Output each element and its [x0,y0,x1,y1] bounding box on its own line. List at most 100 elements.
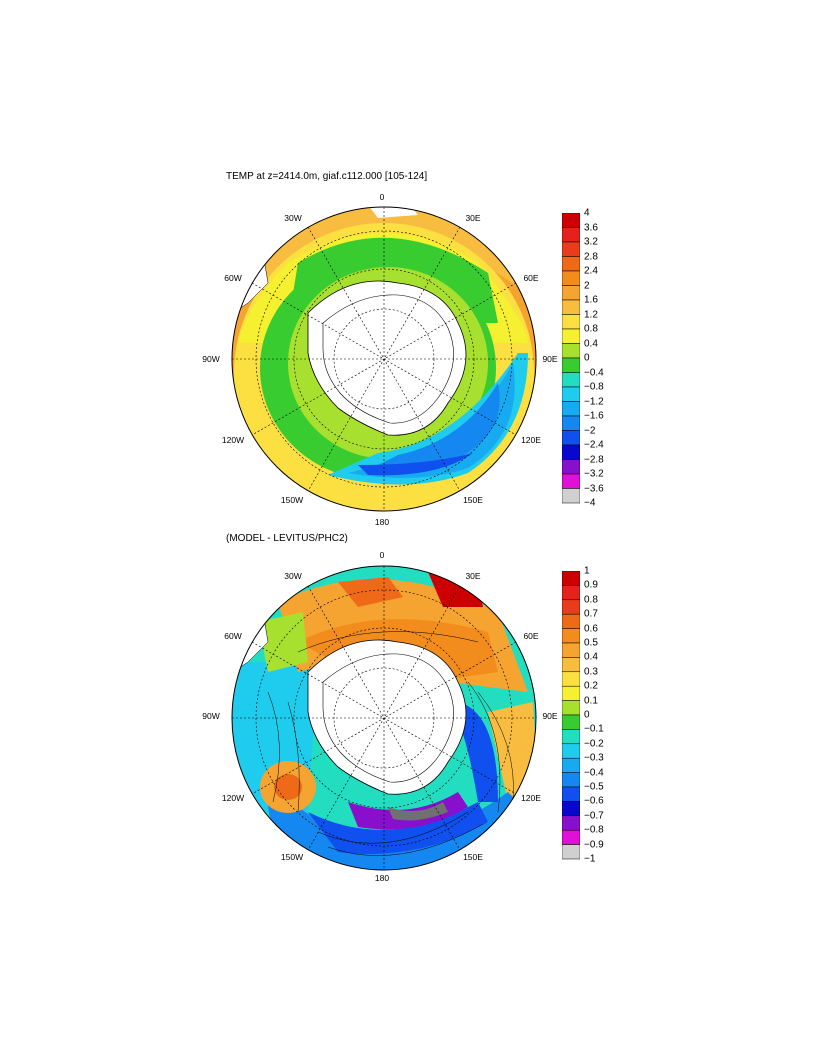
colorbar-swatch [562,343,580,359]
colorbar-tick-label: 1.6 [584,294,598,306]
colorbar-swatch [562,285,580,301]
panel-title: TEMP at z=2414.0m, giaf.c112.000 [105-12… [226,171,428,182]
colorbar-tick-label: 0.6 [584,623,598,635]
colorbar-tick-label: 0.3 [584,666,598,678]
colorbar-tick-label: 2 [584,280,590,291]
lon-label-150e: 150E [463,495,483,505]
colorbar-tick-label: 2.8 [584,251,598,262]
colorbar-tick-label: 4 [584,207,590,219]
colorbar-swatch [562,599,580,615]
colorbar-swatch [562,628,580,644]
colorbar-swatch [562,256,580,272]
lon-label-120e: 120E [521,793,541,803]
colorbar-swatch [562,743,580,759]
colorbar-swatch [562,386,580,402]
colorbar-swatch [562,829,580,845]
colorbar-swatch [562,685,580,701]
colorbar-swatch [562,213,580,228]
colorbar-swatch [562,401,580,417]
colorbar-swatch [562,786,580,802]
colorbar-tick-label: 0.9 [584,579,598,591]
colorbar-swatch [562,844,580,860]
lon-label-90e: 90E [542,354,558,364]
lon-label-180: 180 [374,517,390,527]
colorbar-tick-label: 1.2 [584,309,598,320]
colorbar-tick-label: 0.7 [584,608,598,620]
lon-label-30e: 30E [465,571,481,581]
lon-label-90e: 90E [542,711,558,721]
colorbar-tick-label: 0.8 [584,594,598,606]
colorbar-tick-label: −3.2 [584,468,604,480]
lon-label-0: 0 [379,192,385,202]
colorbar-swatch [562,372,580,388]
colorbar-tick-label: −0.1 [584,723,604,735]
lon-label-120w: 120W [221,435,245,445]
colorbar-swatch [562,444,580,460]
colorbar-tick-label: −0.4 [584,767,604,779]
colorbar-swatch [562,613,580,629]
colorbar-temperature: 4 3.6 3.2 2.8 2.4 2 1.6 1.2 0.8 0.4 0 −0.4 −0.8 −1.2 −… [562,208,622,509]
lon-label-150e: 150E [463,852,483,862]
colorbar-swatch [562,241,580,257]
colorbar-tick-label: 3.6 [584,222,598,233]
colorbar-tick-label: −0.7 [584,810,604,822]
lon-label-30e: 30E [465,213,481,223]
colorbar-tick-label: −0.6 [584,795,604,807]
lon-label-30w: 30W [284,571,302,581]
lon-label-30w: 30W [284,213,302,223]
colorbar-tick-label: 0.1 [584,695,598,707]
colorbar-swatch [562,585,580,601]
colorbar-tick-label: −2.8 [584,454,604,465]
colorbar-tick-label: −2 [584,425,596,436]
colorbar-tick-label: 0 [584,352,590,364]
colorbar-swatch [562,328,580,344]
colorbar-tick-label: 0.4 [584,338,598,349]
polar-map-difference [231,565,537,871]
colorbar-tick-label: −3.6 [584,483,604,494]
colorbar-swatch [562,415,580,431]
colorbar-tick-label: −0.5 [584,781,604,793]
colorbar-swatches [562,213,580,504]
lon-label-90w: 90W [202,354,220,364]
lon-label-60w: 60W [224,631,242,641]
lon-label-60e: 60E [523,273,539,283]
lon-label-180: 180 [374,873,390,883]
colorbar-swatch [562,314,580,330]
colorbar-tick-label: −0.4 [584,367,604,378]
colorbar-tick-label: −4 [584,497,596,509]
colorbar-swatch [562,729,580,745]
colorbar-tick-label: 1 [584,565,590,577]
lon-label-60w: 60W [224,273,242,283]
colorbar-swatch [562,642,580,658]
colorbar-swatch [562,571,580,586]
colorbar-tick-label: −1 [584,853,596,865]
colorbar-swatch [562,714,580,730]
colorbar-swatch [562,772,580,788]
colorbar-swatch [562,700,580,716]
colorbar-swatch [562,757,580,773]
colorbar-swatch [562,459,580,475]
lon-label-90w: 90W [202,711,220,721]
colorbar-tick-label: 0.5 [584,637,598,649]
colorbar-tick-label: −1.2 [584,396,604,407]
polar-map-temperature [231,206,537,512]
colorbar-swatch [562,657,580,673]
colorbar-swatch [562,357,580,373]
colorbar-tick-label: −0.8 [584,824,604,836]
colorbar-swatch [562,815,580,831]
lon-label-150w: 150W [280,495,304,505]
colorbar-swatch [562,299,580,315]
colorbar-difference: 1 0.9 0.8 0.7 0.6 0.5 0.4 0.3 0.2 0.1 0 −0.1 −0.2 −0.… [562,566,622,865]
colorbar-swatch [562,671,580,687]
colorbar-tick-label: 0.4 [584,651,598,663]
colorbar-swatch [562,801,580,817]
colorbar-swatch [562,430,580,446]
colorbar-tick-label: 2.4 [584,265,598,277]
colorbar-swatch [562,227,580,243]
colorbar-tick-label: −2.4 [584,439,604,451]
colorbar-swatch [562,473,580,489]
colorbar-swatch [562,488,580,504]
colorbar-tick-label: −0.9 [584,839,604,851]
colorbar-tick-label: −1.6 [584,410,604,422]
colorbar-swatches [562,571,580,860]
